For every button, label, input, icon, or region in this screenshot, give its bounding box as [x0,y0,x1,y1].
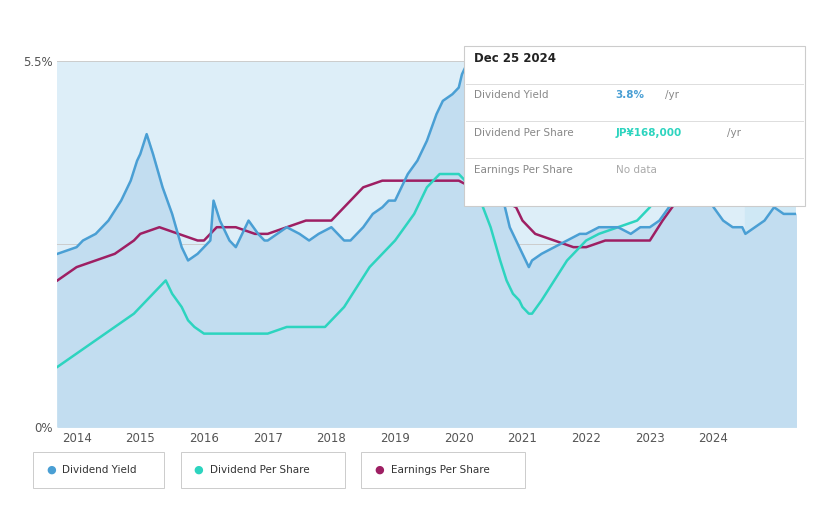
Text: Earnings Per Share: Earnings Per Share [391,465,489,475]
Text: Dec 25 2024: Dec 25 2024 [474,52,556,65]
Text: No data: No data [616,165,657,175]
Text: 3.8%: 3.8% [616,90,644,101]
Text: /yr: /yr [665,90,679,101]
Text: Past: Past [749,68,772,78]
Text: Dividend Per Share: Dividend Per Share [210,465,310,475]
Bar [745,61,796,427]
Text: ●: ● [46,465,56,475]
Text: Dividend Yield: Dividend Yield [474,90,548,101]
Text: /yr: /yr [727,128,741,138]
Text: Dividend Yield: Dividend Yield [62,465,137,475]
Text: Dividend Per Share: Dividend Per Share [474,128,573,138]
Text: ●: ● [374,465,384,475]
Text: JP¥168,000: JP¥168,000 [616,128,682,138]
Text: ●: ● [194,465,204,475]
Text: Earnings Per Share: Earnings Per Share [474,165,572,175]
